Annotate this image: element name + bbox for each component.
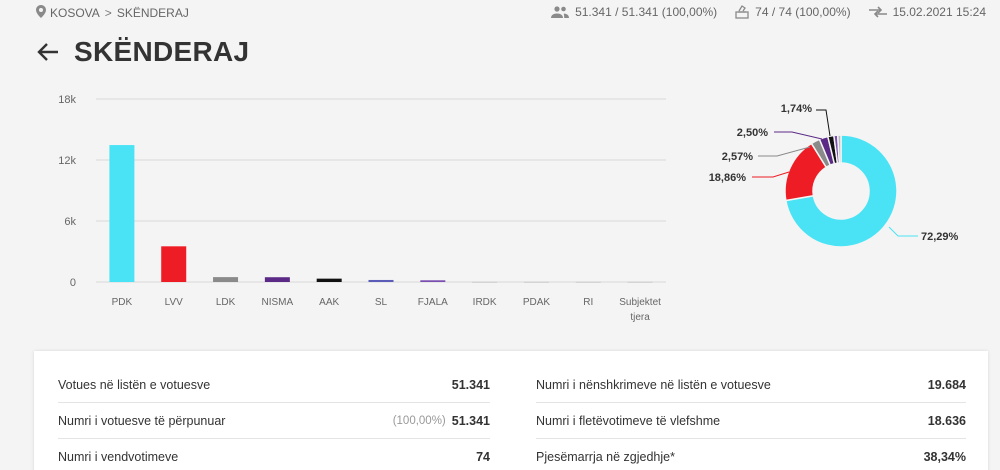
pie-slice bbox=[784, 134, 898, 248]
people-icon bbox=[551, 6, 570, 18]
summary-value: 74 bbox=[476, 449, 490, 464]
summary-row: Numri i nënshkrimeve në listën e votuesv… bbox=[536, 367, 966, 403]
bar bbox=[575, 281, 601, 283]
y-tick-label: 18k bbox=[58, 94, 76, 106]
updated-time: 15.02.2021 15:24 bbox=[892, 5, 986, 19]
x-tick-label: Subjektet bbox=[619, 297, 661, 308]
x-tick-label: IRDK bbox=[473, 297, 497, 308]
summary-label: Votues në listën e votuesve bbox=[58, 377, 211, 392]
summary-value: 51.341 bbox=[451, 377, 490, 392]
bar bbox=[316, 278, 342, 282]
x-tick-label: NISMA bbox=[262, 297, 294, 308]
pie-slice-label: 18,86% bbox=[709, 172, 747, 184]
pie-slice-label: 72,29% bbox=[921, 231, 959, 243]
page-title: SKËNDERAJ bbox=[74, 36, 250, 67]
x-tick-label: RI bbox=[583, 297, 593, 308]
x-tick-label: PDK bbox=[112, 297, 133, 308]
arrow-left-icon bbox=[37, 43, 58, 61]
breadcrumb-current: SKËNDERAJ bbox=[116, 6, 189, 20]
page-header: SKËNDERAJ bbox=[36, 36, 249, 68]
pie-slice bbox=[836, 134, 842, 164]
pie-leader-line bbox=[888, 226, 918, 237]
x-tick-label: SL bbox=[375, 297, 388, 308]
top-bar: KOSOVA > SKËNDERAJ 51.341 / 51.341 (100,… bbox=[0, 0, 1000, 24]
bar bbox=[472, 281, 498, 283]
x-tick-label: LVV bbox=[165, 297, 183, 308]
summary-label: Numri i fletëvotimeve të vlefshme bbox=[536, 413, 721, 428]
summary-row: Pjesëmarrja në zgjedhje* 38,34% bbox=[536, 439, 966, 470]
updated-stat: 15.02.2021 15:24 bbox=[868, 5, 986, 19]
summary-row: Numri i fletëvotimeve të vlefshme 18.636 bbox=[536, 403, 966, 439]
summary-label: Numri i vendvotimeve bbox=[58, 449, 179, 464]
results-charts: 0 6k 12k 18k PDK LVV LDK NISMA AAK SL FJALA IRDK PDA… bbox=[58, 94, 959, 323]
bar bbox=[161, 246, 187, 282]
summary-percent: (100,00%) bbox=[392, 414, 446, 427]
back-button[interactable] bbox=[36, 40, 60, 64]
summary-value: 38,34% bbox=[923, 449, 966, 464]
summary-row: Votues në listën e votuesve 51.341 bbox=[58, 367, 490, 403]
pie-leader-line bbox=[774, 131, 823, 140]
pie-slice-label: 2,50% bbox=[737, 127, 768, 139]
voters-stat: 51.341 / 51.341 (100,00%) bbox=[551, 5, 717, 19]
x-tick-label: PDAK bbox=[523, 297, 551, 308]
x-tick-label: LDK bbox=[216, 297, 236, 308]
summary-row: Numri i votuesve të përpunuar (100,00%) … bbox=[58, 403, 490, 439]
summary-row: Numri i vendvotimeve 74 bbox=[58, 439, 490, 470]
pie-slice-label: 2,57% bbox=[722, 151, 753, 163]
bar bbox=[264, 277, 290, 282]
stations-count: 74 / 74 (100,00%) bbox=[755, 5, 851, 19]
stations-stat: 74 / 74 (100,00%) bbox=[735, 5, 851, 19]
pie-leader-line bbox=[758, 146, 811, 157]
bar bbox=[420, 280, 446, 282]
ballot-box-icon bbox=[735, 5, 749, 19]
bar bbox=[523, 281, 549, 283]
y-tick-label: 0 bbox=[70, 277, 76, 289]
pie-leader-line bbox=[752, 171, 790, 178]
summary-value: 51.341 bbox=[451, 413, 490, 428]
x-tick-label: tjera bbox=[630, 312, 650, 323]
summary-label: Pjesëmarrja në zgjedhje* bbox=[536, 449, 675, 464]
pie-leader-line bbox=[816, 109, 831, 137]
breadcrumb-root[interactable]: KOSOVA bbox=[50, 6, 100, 20]
breadcrumb: KOSOVA > SKËNDERAJ bbox=[36, 5, 189, 21]
y-tick-label: 6k bbox=[64, 216, 76, 228]
x-tick-label: FJALA bbox=[418, 297, 448, 308]
summary-panel: Votues në listën e votuesve 51.341 Numri… bbox=[34, 351, 988, 470]
summary-value: 19.684 bbox=[927, 377, 966, 392]
bar bbox=[109, 145, 135, 282]
stats-bar: 51.341 / 51.341 (100,00%) 74 / 74 (100,0… bbox=[537, 5, 986, 19]
y-tick-label: 12k bbox=[58, 155, 76, 167]
voters-count: 51.341 / 51.341 (100,00%) bbox=[575, 5, 718, 19]
summary-label: Numri i votuesve të përpunuar bbox=[58, 413, 226, 428]
bar bbox=[627, 281, 653, 283]
sync-arrows-icon bbox=[868, 6, 887, 18]
summary-value: 18.636 bbox=[927, 413, 966, 428]
breadcrumb-separator: > bbox=[104, 6, 112, 20]
summary-label: Numri i nënshkrimeve në listën e votuesv… bbox=[536, 377, 771, 392]
bar bbox=[213, 277, 239, 282]
bar bbox=[368, 279, 394, 282]
location-pin-icon bbox=[36, 5, 46, 21]
x-tick-label: AAK bbox=[319, 297, 339, 308]
pie-slice-label: 1,74% bbox=[781, 103, 812, 115]
